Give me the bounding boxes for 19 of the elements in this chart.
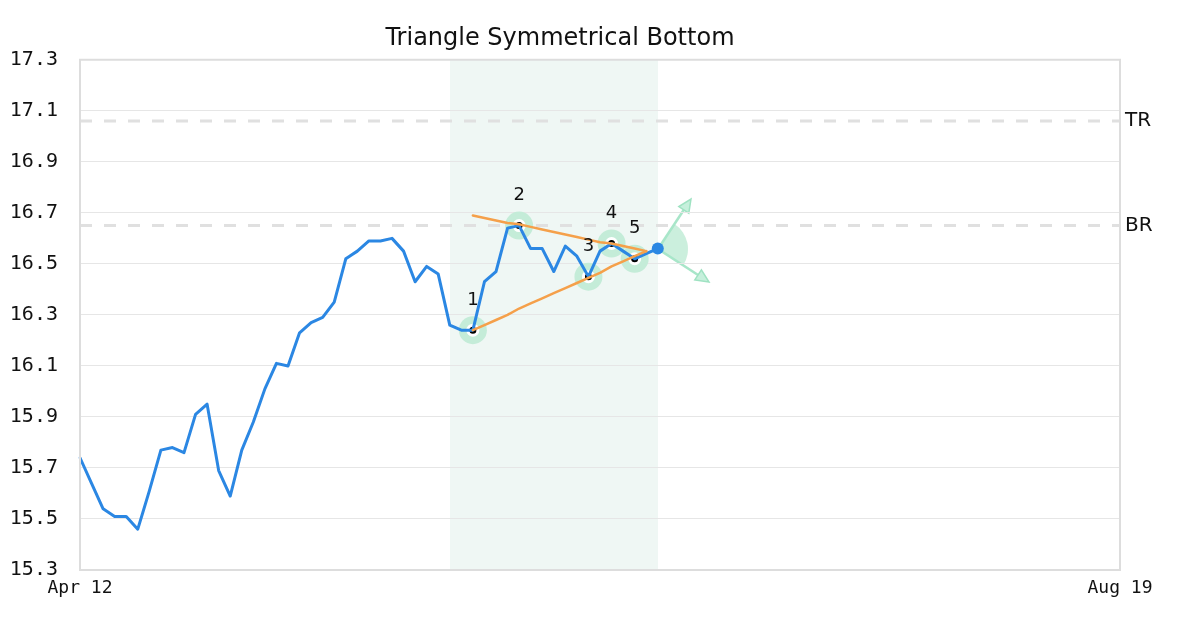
annotation: 2 <box>513 183 525 205</box>
y-tick-label: 16.7 <box>9 199 58 224</box>
annotation: 4 <box>605 201 618 223</box>
y-tick-label: 15.9 <box>9 403 58 428</box>
y-tick-label: 16.5 <box>9 250 58 275</box>
y-tick-label: 15.5 <box>9 505 58 530</box>
y-tick-label: 16.1 <box>9 352 58 377</box>
y-tick-label: 16.3 <box>9 301 58 326</box>
y-tick-label: 17.1 <box>9 97 58 122</box>
annotation: 5 <box>628 216 641 238</box>
ref-line-label: BR <box>1125 211 1153 236</box>
annotation: 3 <box>582 234 595 256</box>
annotation: 1 <box>467 287 479 309</box>
y-tick-label: 17.3 <box>9 46 58 70</box>
chart-title: Triangle Symmetrical Bottom <box>384 22 735 51</box>
ref-line-label: TR <box>1124 107 1152 132</box>
x-tick-label: Aug 19 <box>1087 576 1153 598</box>
y-tick-label: 16.9 <box>9 148 58 173</box>
y-tick-label: 15.7 <box>9 454 58 479</box>
